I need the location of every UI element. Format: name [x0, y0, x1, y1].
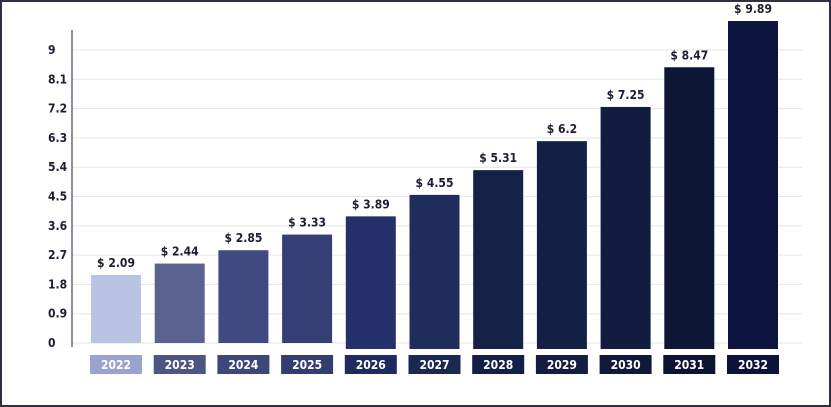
y-axis-ticks: 0 0.9 1.8 2.7 3.6 4.5 5.4 6.3 7.2 8.1 9 — [48, 43, 68, 350]
y-tick-label: 5.4 — [48, 160, 68, 174]
y-tick-label: 2.7 — [48, 248, 67, 262]
x-label-2026: 2026 — [344, 355, 397, 374]
bar-2028 — [473, 170, 524, 349]
x-label-box — [535, 355, 588, 374]
x-tick-label: 2028 — [483, 358, 513, 372]
x-label-2031: 2031 — [663, 355, 716, 374]
y-tick-label: 7.2 — [48, 102, 67, 116]
x-label-box — [599, 355, 652, 374]
x-label-box — [727, 355, 779, 374]
bar-2024 — [218, 250, 269, 343]
bar-2027 — [409, 194, 460, 349]
x-label-box — [90, 355, 142, 374]
x-tick-label: 2023 — [165, 358, 195, 372]
bar-2025 — [282, 234, 333, 343]
data-label-2030: $ 7.25 — [607, 88, 645, 102]
x-label-box — [663, 355, 716, 374]
y-tick-label: 6.3 — [48, 131, 67, 145]
y-tick-label: 3.6 — [48, 219, 67, 233]
x-tick-label: 2029 — [547, 358, 577, 372]
x-label-2022: 2022 — [90, 355, 142, 374]
y-tick-label: 1.8 — [48, 277, 67, 291]
data-label-2027: $ 4.55 — [416, 176, 454, 190]
data-labels: $ 2.09 $ 2.44 $ 2.85 $ 3.33 $ 3.89 $ 4.55 $ 5.… — [97, 2, 772, 270]
data-label-2029: $ 6.2 — [547, 122, 577, 136]
x-label-2024: 2024 — [217, 355, 270, 374]
bar-2022 — [91, 274, 141, 343]
data-label-2032: $ 9.89 — [734, 2, 772, 16]
y-tick-label: 8.1 — [48, 72, 67, 86]
x-label-box — [344, 355, 397, 374]
bars — [91, 21, 778, 350]
bar-2032 — [728, 21, 778, 350]
x-tick-label: 2026 — [356, 358, 386, 372]
x-tick-label: 2025 — [292, 358, 322, 372]
data-label-2026: $ 3.89 — [352, 197, 390, 211]
x-tick-label: 2032 — [738, 358, 768, 372]
data-label-2022: $ 2.09 — [97, 256, 135, 270]
x-label-2025: 2025 — [281, 355, 334, 374]
x-label-2030: 2030 — [599, 355, 652, 374]
bar-2023 — [154, 263, 205, 343]
x-tick-label: 2031 — [674, 358, 704, 372]
y-tick-label: 0 — [48, 336, 56, 350]
x-tick-label: 2030 — [611, 358, 641, 372]
y-tick-label: 9 — [48, 43, 56, 57]
bar-2029 — [536, 141, 587, 349]
data-label-2031: $ 8.47 — [670, 48, 708, 62]
x-label-2023: 2023 — [153, 355, 206, 374]
x-label-box — [217, 355, 270, 374]
x-label-2028: 2028 — [472, 355, 525, 374]
bar-2031 — [664, 67, 715, 349]
x-label-2027: 2027 — [408, 355, 461, 374]
x-tick-label: 2027 — [419, 358, 449, 372]
data-label-2028: $ 5.31 — [479, 151, 517, 165]
x-label-box — [281, 355, 334, 374]
x-tick-label: 2022 — [101, 358, 131, 372]
bar-2030 — [600, 106, 651, 349]
data-label-2023: $ 2.44 — [161, 245, 199, 259]
y-tick-label: 4.5 — [48, 190, 67, 204]
data-label-2025: $ 3.33 — [288, 216, 326, 230]
x-label-box — [153, 355, 206, 374]
x-label-2029: 2029 — [535, 355, 588, 374]
x-label-box — [472, 355, 525, 374]
x-axis-labels: 2022 2023 2024 2025 2026 2027 2028 2029 2030 2031… — [90, 355, 779, 374]
x-tick-label: 2024 — [228, 358, 259, 372]
bar-2026 — [345, 216, 396, 349]
x-label-box — [408, 355, 461, 374]
x-label-2032: 2032 — [727, 355, 779, 374]
y-tick-label: 0.9 — [48, 307, 67, 321]
data-label-2024: $ 2.85 — [224, 231, 262, 245]
